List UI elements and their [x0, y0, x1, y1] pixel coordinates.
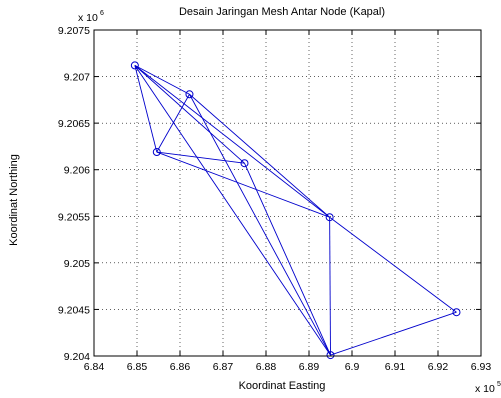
- x-tick-label: 6.86: [170, 361, 191, 373]
- network-edge: [156, 94, 190, 153]
- network-edge: [134, 65, 330, 218]
- network-edge: [330, 311, 457, 356]
- y-tick-label: 9.204: [64, 351, 90, 363]
- y-tick-label: 9.2065: [58, 118, 90, 130]
- y-tick-label: 9.206: [64, 165, 90, 177]
- x-axis-title: Koordinat Easting: [239, 380, 326, 392]
- network-edge: [134, 65, 331, 356]
- network-node-marker: [152, 148, 161, 157]
- plot-frame: [93, 29, 482, 357]
- x-tick-label: 6.85: [127, 361, 148, 373]
- network-edge: [134, 65, 245, 164]
- network-edge: [244, 163, 331, 356]
- network-edge: [329, 216, 457, 313]
- network-nodes: [130, 61, 461, 360]
- network-edge: [134, 65, 158, 153]
- network-edge: [189, 94, 331, 356]
- network-edges: [134, 64, 457, 356]
- x-tick-label: 6.88: [256, 361, 277, 373]
- network-node-marker: [240, 159, 249, 168]
- y-tick-label: 9.2055: [58, 211, 90, 223]
- x-tick-label: 6.9: [345, 361, 360, 373]
- y-exponent-power: 6: [100, 10, 104, 17]
- y-tick-label: 9.2045: [58, 304, 90, 316]
- x-tick-label: 6.91: [385, 361, 406, 373]
- y-tick-label: 9.207: [64, 72, 90, 84]
- y-tick-label: 9.205: [64, 258, 90, 270]
- x-tick-label: 6.87: [213, 361, 234, 373]
- network-edge: [156, 151, 245, 164]
- x-tick-label: 6.93: [471, 361, 492, 373]
- network-edge: [329, 217, 331, 356]
- y-exponent-label: x 10 6: [78, 10, 104, 24]
- y-axis-title: Koordinat Northing: [8, 154, 20, 246]
- y-exponent-base: x 10: [78, 12, 98, 24]
- network-edge: [134, 64, 190, 95]
- x-exponent-label: x 10 5: [475, 381, 501, 395]
- y-tick-label: 9.2075: [58, 25, 90, 37]
- network-node-marker: [130, 61, 139, 70]
- network-node-marker: [325, 213, 334, 222]
- axis-ticks: 6.84 6.85 6.86 6.87 6.88 6.89 6.9 6.91 6.92 6.93 9…: [58, 25, 492, 373]
- x-exponent-base: x 10: [475, 383, 495, 395]
- network-node-marker: [326, 351, 335, 360]
- x-tick-label: 6.92: [428, 361, 449, 373]
- x-tick-label: 6.84: [84, 361, 105, 373]
- chart-title: Desain Jaringan Mesh Antar Node (Kapal): [179, 6, 385, 18]
- network-node-marker: [185, 90, 194, 99]
- x-tick-label: 6.89: [299, 361, 320, 373]
- network-edge: [189, 93, 330, 218]
- network-node-marker: [452, 308, 461, 317]
- grid-lines: [94, 30, 481, 356]
- x-exponent-power: 5: [497, 381, 501, 388]
- network-edge: [156, 151, 330, 218]
